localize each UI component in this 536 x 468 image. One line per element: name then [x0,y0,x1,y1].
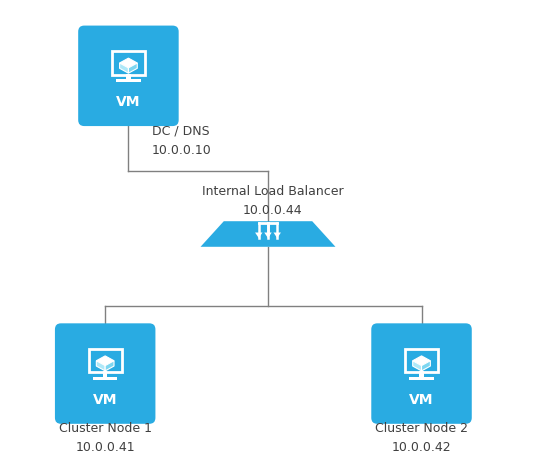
Polygon shape [200,221,336,247]
Polygon shape [255,233,263,238]
FancyBboxPatch shape [116,80,140,82]
Polygon shape [105,361,114,371]
FancyBboxPatch shape [371,323,472,424]
Polygon shape [413,361,421,371]
Polygon shape [96,356,114,366]
FancyBboxPatch shape [55,323,155,424]
Text: Cluster Node 1
10.0.0.41: Cluster Node 1 10.0.0.41 [58,423,152,454]
Polygon shape [129,63,137,73]
FancyBboxPatch shape [405,349,438,372]
Text: Cluster Node 2
10.0.0.42: Cluster Node 2 10.0.0.42 [375,423,468,454]
Polygon shape [120,58,137,68]
Polygon shape [264,233,272,238]
FancyBboxPatch shape [93,377,117,380]
FancyBboxPatch shape [126,73,131,80]
Text: VM: VM [93,393,117,407]
Polygon shape [120,63,129,73]
Polygon shape [413,356,430,366]
Polygon shape [273,233,281,238]
FancyBboxPatch shape [78,26,178,126]
Text: DC / DNS
10.0.0.10: DC / DNS 10.0.0.10 [152,124,211,157]
FancyBboxPatch shape [103,371,107,377]
Polygon shape [96,361,105,371]
Text: VM: VM [116,95,140,110]
FancyBboxPatch shape [89,349,122,372]
Polygon shape [421,361,430,371]
FancyBboxPatch shape [419,371,424,377]
FancyBboxPatch shape [410,377,434,380]
Text: VM: VM [410,393,434,407]
Text: Internal Load Balancer
10.0.0.44: Internal Load Balancer 10.0.0.44 [202,185,344,218]
FancyBboxPatch shape [112,51,145,74]
